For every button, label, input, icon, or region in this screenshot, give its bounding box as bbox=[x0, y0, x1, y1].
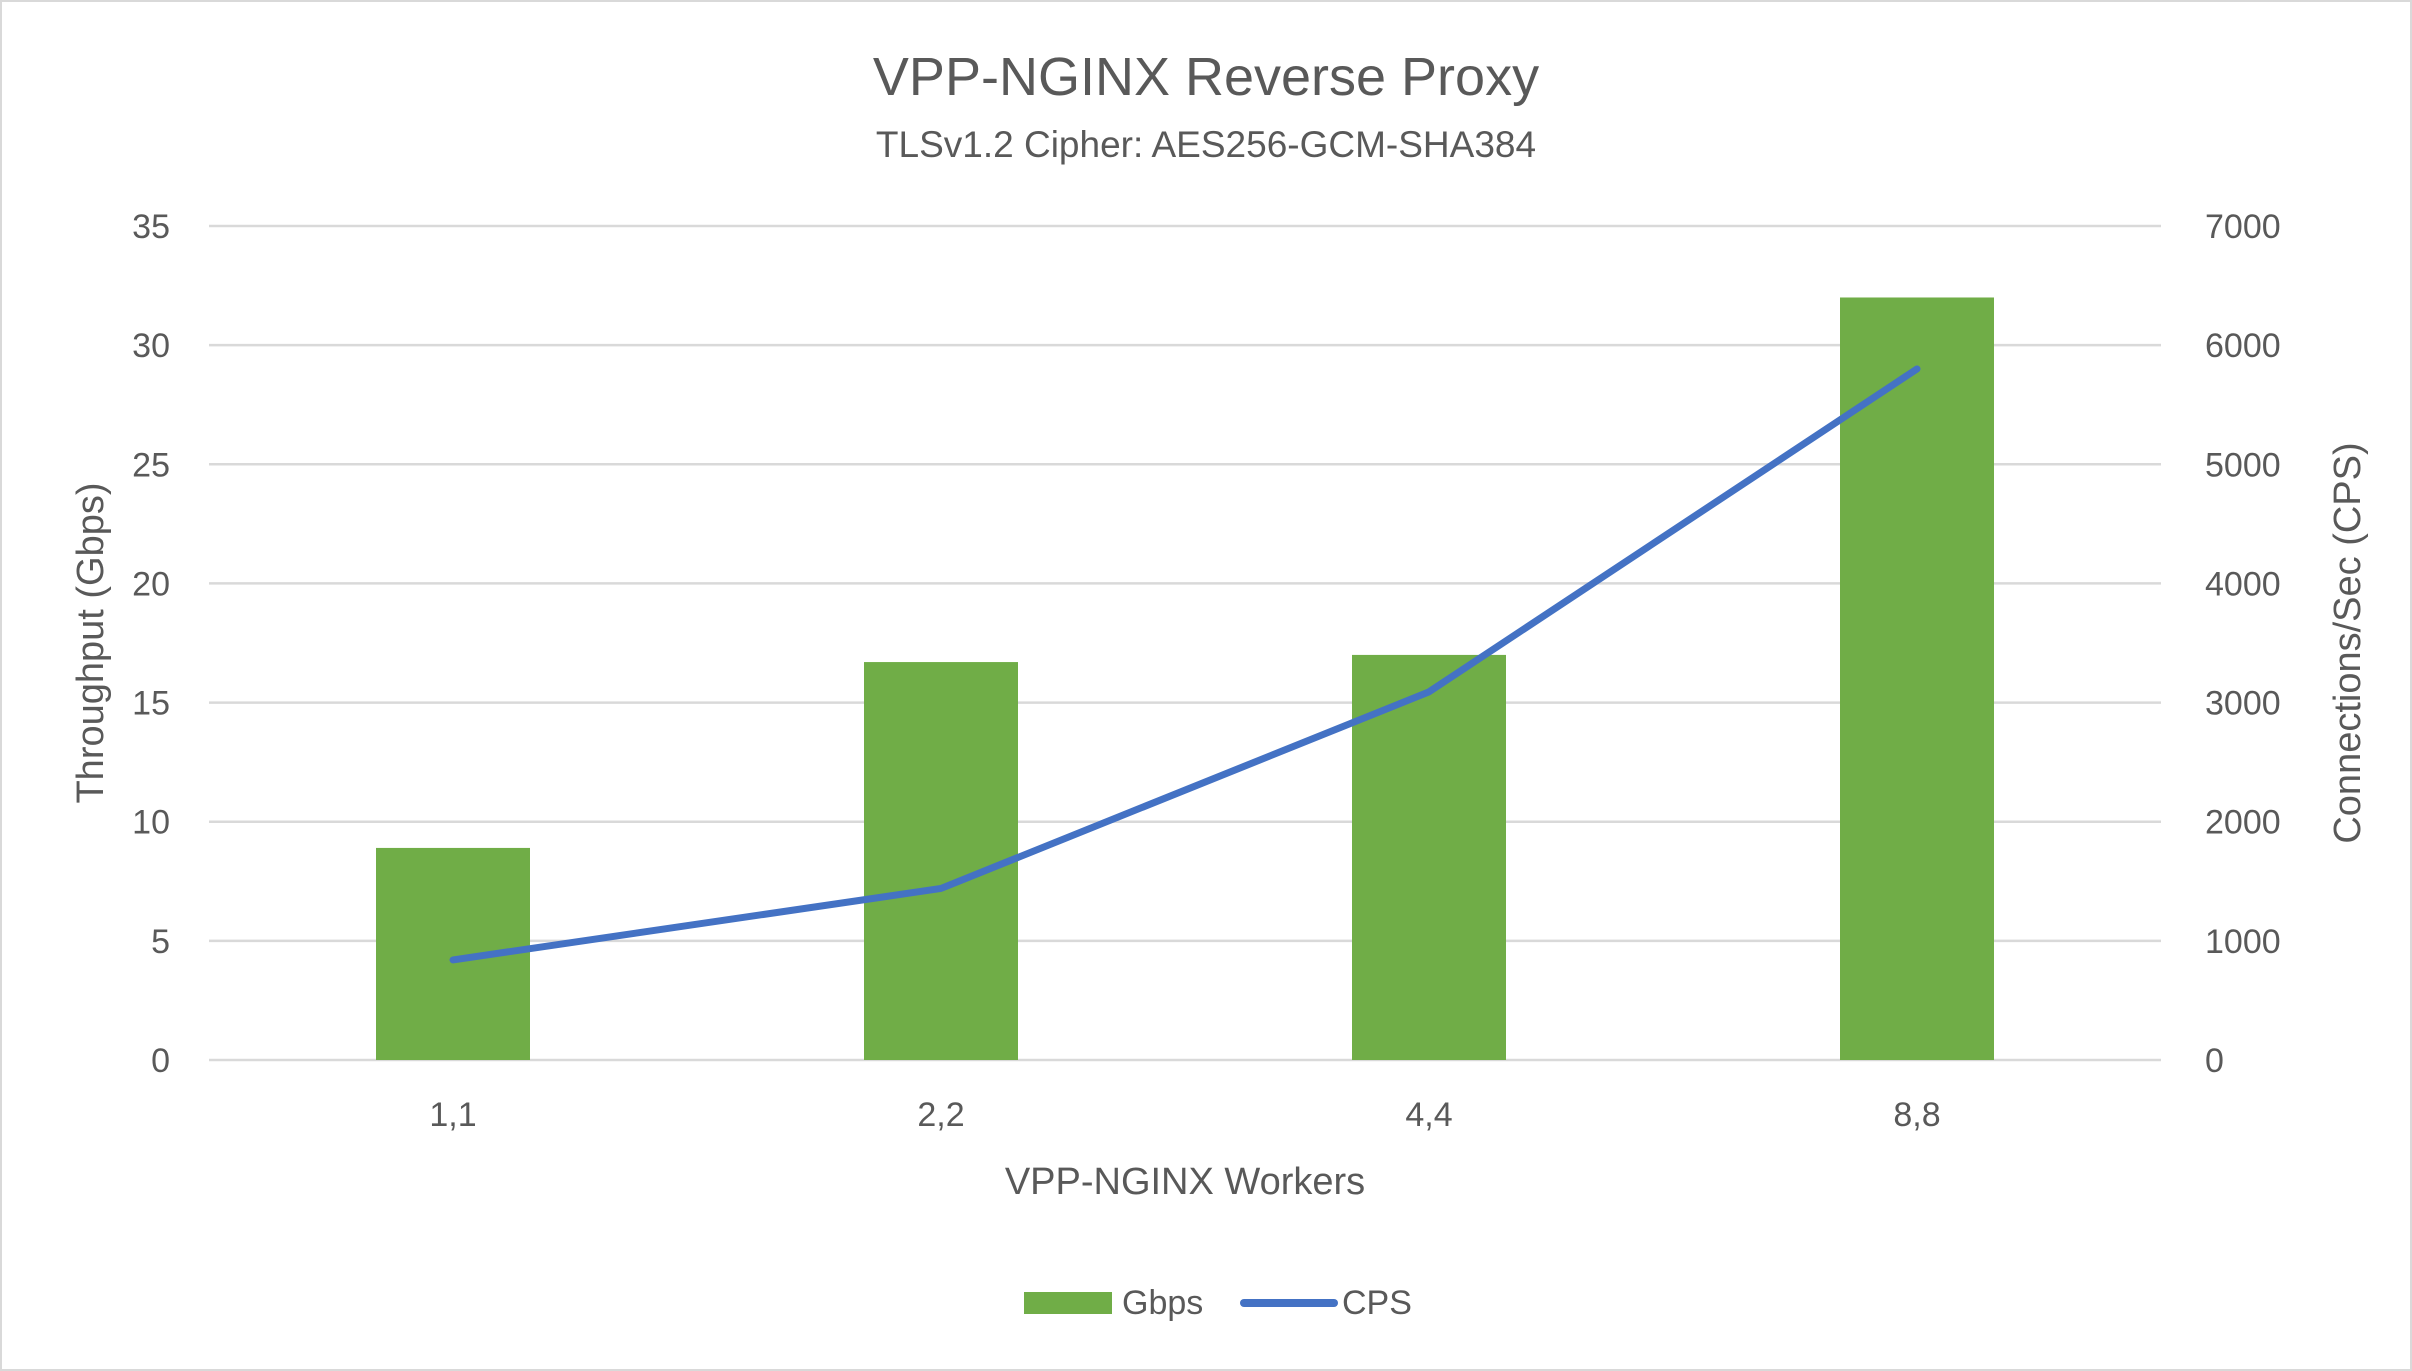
line-series-cps bbox=[449, 365, 1921, 964]
x-axis-title: VPP-NGINX Workers bbox=[1005, 1161, 1365, 1203]
y-tick-label: 30 bbox=[132, 327, 170, 365]
legend-label-gbps: Gbps bbox=[1122, 1284, 1203, 1322]
bar-series-gbps bbox=[376, 297, 1994, 1060]
x-tick-label: 1,1 bbox=[429, 1096, 476, 1134]
y-tick-label: 0 bbox=[151, 1042, 170, 1080]
y2-tick-label: 7000 bbox=[2205, 208, 2281, 246]
chart-subtitle: TLSv1.2 Cipher: AES256-GCM-SHA384 bbox=[876, 124, 1536, 165]
left-axis-ticks: 0 5 10 15 20 25 30 35 bbox=[132, 208, 170, 1080]
y2-tick-label: 5000 bbox=[2205, 446, 2281, 484]
y2-tick-label: 1000 bbox=[2205, 923, 2281, 961]
y-tick-label: 10 bbox=[132, 804, 170, 842]
y2-axis-title: Connections/Sec (CPS) bbox=[2327, 442, 2369, 843]
y2-tick-label: 2000 bbox=[2205, 804, 2281, 842]
y2-tick-label: 4000 bbox=[2205, 565, 2281, 603]
y2-tick-label: 3000 bbox=[2205, 685, 2281, 723]
x-tick-label: 4,4 bbox=[1405, 1096, 1452, 1134]
y-tick-label: 5 bbox=[151, 923, 170, 961]
bar-gbps-8-8 bbox=[1840, 297, 1994, 1060]
y2-tick-label: 0 bbox=[2205, 1042, 2224, 1080]
x-tick-label: 8,8 bbox=[1893, 1096, 1940, 1134]
chart-title: VPP-NGINX Reverse Proxy bbox=[873, 47, 1539, 107]
right-axis-ticks: 0 1000 2000 3000 4000 5000 6000 7000 bbox=[2205, 208, 2281, 1080]
bar-gbps-2-2 bbox=[864, 662, 1018, 1060]
y-tick-label: 25 bbox=[132, 446, 170, 484]
x-axis-ticks: 1,1 2,2 4,4 8,8 bbox=[429, 1096, 1940, 1134]
y-tick-label: 20 bbox=[132, 565, 170, 603]
legend-label-cps: CPS bbox=[1342, 1284, 1412, 1322]
x-tick-label: 2,2 bbox=[917, 1096, 964, 1134]
y2-tick-label: 6000 bbox=[2205, 327, 2281, 365]
gridlines bbox=[209, 224, 2161, 1062]
legend: Gbps CPS bbox=[1024, 1284, 1412, 1322]
y-tick-label: 35 bbox=[132, 208, 170, 246]
y-tick-label: 15 bbox=[132, 685, 170, 723]
y-axis-title: Throughput (Gbps) bbox=[70, 482, 112, 803]
bar-gbps-4-4 bbox=[1352, 654, 1506, 1060]
legend-swatch-gbps bbox=[1024, 1292, 1112, 1314]
cps-line bbox=[449, 365, 1921, 964]
